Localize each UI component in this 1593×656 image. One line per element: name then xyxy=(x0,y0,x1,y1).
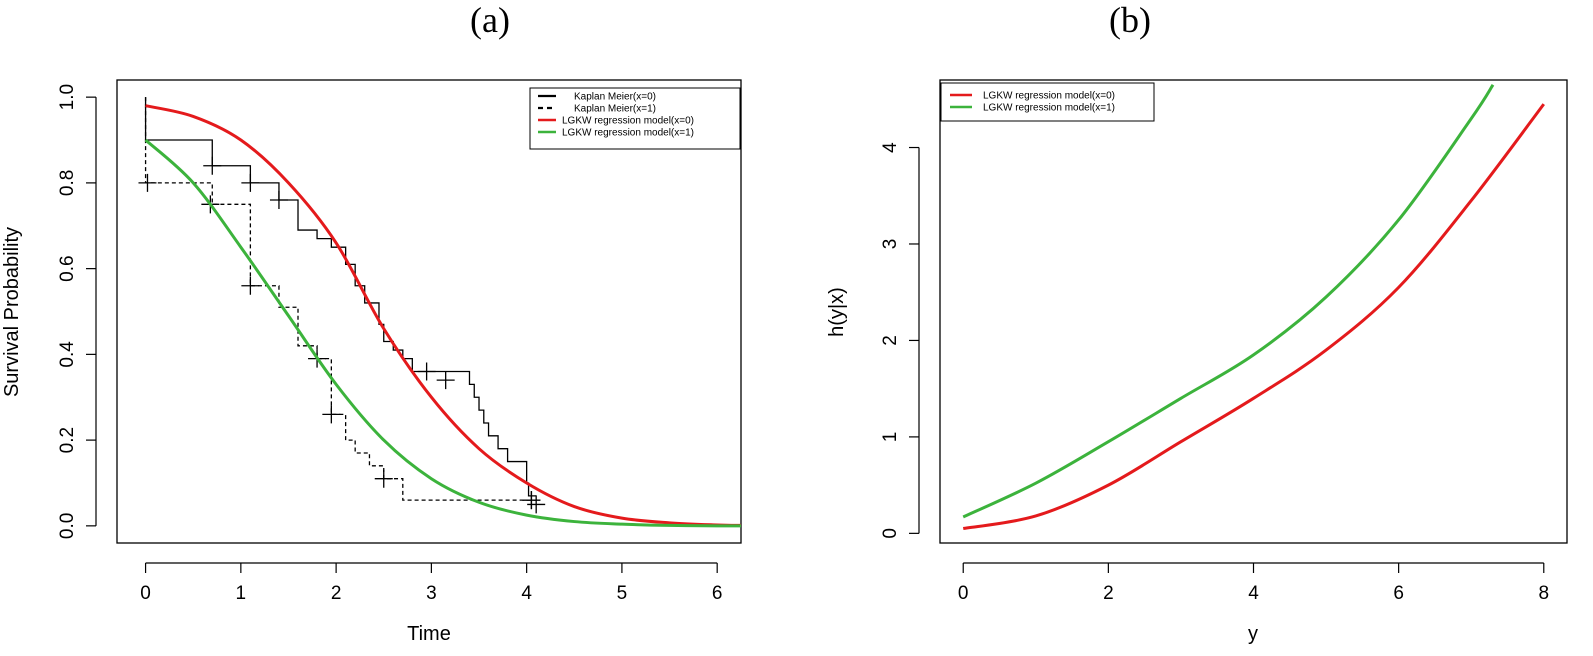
panel-a-legend-box xyxy=(529,87,741,150)
panel-a-series-1-censor-mark xyxy=(374,469,393,488)
panel-a-ylabel: Survival Probability xyxy=(1,227,23,397)
panel-a-series-1-km-step-line xyxy=(144,97,537,501)
panel-a-series-0-km-step-line xyxy=(144,97,537,497)
panel-a-y-tick-label: 0.0 xyxy=(57,513,78,539)
panel-a-series-1-censor-mark xyxy=(138,173,157,192)
panel-a-xlabel: Time xyxy=(407,623,451,645)
panel-b-x-tick-label: 2 xyxy=(1103,583,1114,604)
panel-a-series-2-model-curve xyxy=(145,104,741,527)
panel-a-x-tick-label: 5 xyxy=(617,583,628,604)
legend-label-lgkw1: LGKW regression model(x=1) xyxy=(562,128,694,139)
panel-b-x-tick-label: 4 xyxy=(1248,583,1259,604)
panel-a-x-tick-label: 4 xyxy=(521,583,532,604)
panel-b-y-tick-label: 2 xyxy=(880,335,901,346)
panel-b-y-tick-label: 4 xyxy=(880,142,901,153)
panel-b-x-tick-label: 8 xyxy=(1538,583,1549,604)
panel-b-x-tick-label: 0 xyxy=(958,583,969,604)
panel-a-series-0-censor-mark xyxy=(417,362,436,381)
panel-a-y-tick-label: 0.8 xyxy=(57,170,78,196)
panel-a-y-tick-label: 0.2 xyxy=(57,427,78,453)
panel-b-y-tick-label: 3 xyxy=(880,239,901,250)
panel-a-y-tick-label: 1.0 xyxy=(57,84,78,110)
legend-label-km1: Kaplan Meier(x=1) xyxy=(574,104,656,115)
panel-a-series-1-censor-mark xyxy=(322,405,341,424)
panel-b-legend: LGKW regression model(x=0) LGKW regressi… xyxy=(940,82,1155,122)
panel-a-series-0-censor-mark xyxy=(241,173,260,192)
panel-b-x-tick-label: 6 xyxy=(1393,583,1404,604)
panel-b-xlabel: y xyxy=(1248,623,1258,645)
panel-b-label: (b) xyxy=(1109,0,1151,40)
panel-a-x-tick-label: 6 xyxy=(712,583,723,604)
panel-b-ylabel: h(y|x) xyxy=(826,287,848,337)
panel-b-series xyxy=(962,84,1545,531)
panel-b-series-1-model-curve xyxy=(962,84,1495,519)
panel-a: (a) 0 1 2 3 4 5 6 0.0 0.2 0.4 0.6 0.8 1.0 Time Survi… xyxy=(1,0,742,645)
panel-b-plot-frame xyxy=(939,79,1568,544)
panel-a-series-1-censor-mark xyxy=(241,276,260,295)
panel-a-y-tick-label: 0.6 xyxy=(57,255,78,281)
panel-b-plot-area xyxy=(962,84,1545,531)
legend-label-lgkw0: LGKW regression model(x=0) xyxy=(562,116,694,127)
legend-label-km0: Kaplan Meier(x=0) xyxy=(574,92,656,103)
panel-b: (b) 0 2 4 6 8 0 1 2 3 4 y h(y|x) LGKW regression … xyxy=(826,0,1568,645)
panel-a-x-tick-label: 1 xyxy=(236,583,247,604)
panel-a-plot-frame xyxy=(116,79,742,544)
panel-a-series-0-censor-mark xyxy=(203,156,222,175)
panel-b-series-0-model-curve xyxy=(962,103,1545,531)
panel-a-plot-area xyxy=(138,97,741,528)
panel-b-legend-box xyxy=(940,82,1155,122)
panel-a-series-3-model-curve xyxy=(144,138,741,528)
panel-b-y-tick-label: 1 xyxy=(880,432,901,443)
panel-a-x-tick-label: 3 xyxy=(426,583,437,604)
panel-b-y-tick-label: 0 xyxy=(880,528,901,539)
panel-a-series-0-censor-mark xyxy=(436,371,455,390)
panel-a-series-1-censor-mark xyxy=(527,495,546,514)
panel-a-series-0-censor-mark xyxy=(269,191,288,210)
legend-label-b-lgkw0: LGKW regression model(x=0) xyxy=(983,91,1115,102)
panel-a-axes: 0 1 2 3 4 5 6 0.0 0.2 0.4 0.6 0.8 1.0 xyxy=(57,84,722,604)
legend-label-b-lgkw1: LGKW regression model(x=1) xyxy=(983,103,1115,114)
panel-a-x-tick-label: 2 xyxy=(331,583,342,604)
panel-a-series-1-censor-mark xyxy=(522,491,541,510)
panel-b-axes: 0 2 4 6 8 0 1 2 3 4 xyxy=(880,142,1549,604)
panel-a-series xyxy=(138,97,741,528)
panel-a-label: (a) xyxy=(470,0,510,40)
panel-a-legend: Kaplan Meier(x=0) Kaplan Meier(x=1) LGKW… xyxy=(529,87,741,150)
panel-a-x-tick-label: 0 xyxy=(140,583,151,604)
panel-a-y-tick-label: 0.4 xyxy=(57,341,78,368)
